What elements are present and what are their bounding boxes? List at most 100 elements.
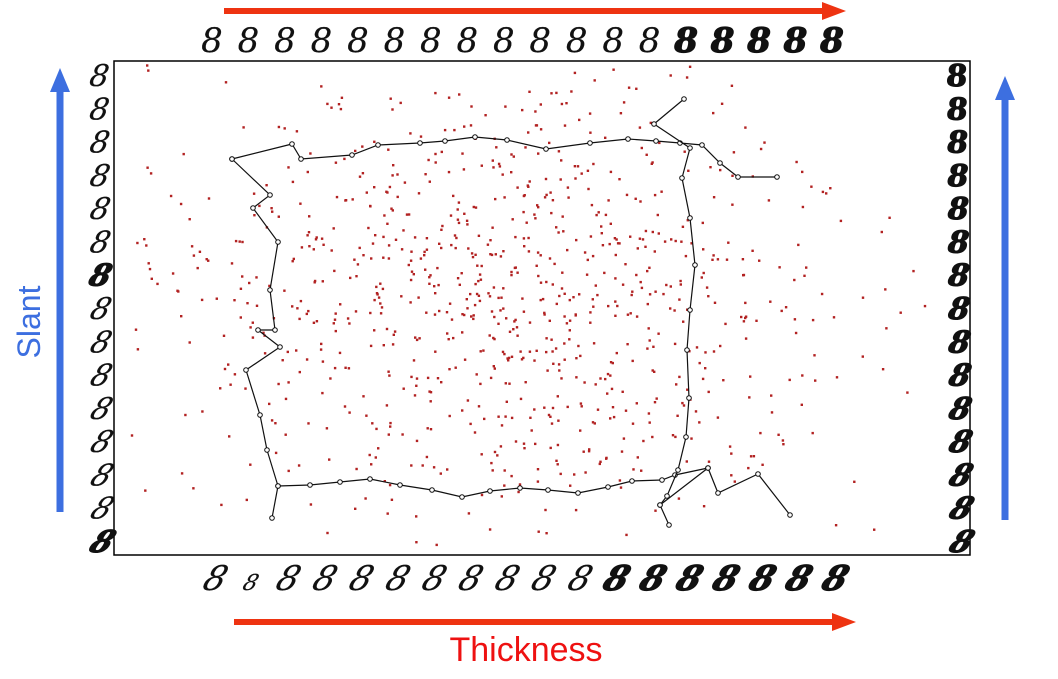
right-digit: 8 <box>944 59 970 94</box>
scatter-point <box>426 376 430 380</box>
scatter-point <box>839 219 843 223</box>
scatter-point <box>500 495 503 498</box>
scatter-point <box>223 367 227 371</box>
scatter-point <box>884 288 887 291</box>
scatter-point <box>719 168 722 172</box>
scatter-point <box>375 292 379 295</box>
scatter-point <box>466 399 470 402</box>
scatter-point <box>626 313 630 316</box>
scatter-point <box>609 374 612 377</box>
scatter-point <box>516 334 519 337</box>
scatter-point <box>616 242 620 245</box>
scatter-point <box>582 450 585 453</box>
scatter-point <box>568 338 571 341</box>
scatter-point <box>518 483 522 486</box>
scatter-point <box>499 309 502 312</box>
scatter-point <box>478 299 482 303</box>
scatter-point <box>567 196 570 199</box>
scatter-point <box>682 320 685 323</box>
scatter-point <box>835 376 839 379</box>
scatter-point <box>414 336 417 339</box>
scatter-point <box>728 445 732 448</box>
scatter-point <box>465 219 469 222</box>
scatter-point <box>251 321 254 324</box>
scatter-point <box>543 313 546 316</box>
scatter-point <box>277 382 280 386</box>
scatter-point <box>348 411 351 414</box>
scatter-point <box>906 391 909 394</box>
scatter-point <box>655 397 658 400</box>
scatter-point <box>298 317 301 321</box>
scatter-point <box>440 150 443 154</box>
scatter-point <box>583 381 586 384</box>
scatter-point <box>230 262 234 265</box>
scatter-point <box>551 199 555 202</box>
scatter-point <box>467 512 471 515</box>
right-digit: 8 <box>946 126 969 161</box>
scatter-point <box>245 498 248 502</box>
scatter-point <box>646 269 649 273</box>
scatter-point <box>510 474 513 478</box>
scatter-point <box>744 301 747 305</box>
scatter-point <box>433 285 436 288</box>
scatter-point <box>233 373 237 376</box>
scatter-point <box>295 349 298 352</box>
scatter-point <box>620 450 624 453</box>
scatter-point <box>143 238 146 241</box>
scatter-point <box>763 141 766 144</box>
scatter-point <box>605 457 608 460</box>
scatter-point <box>373 140 376 143</box>
scatter-point <box>369 344 373 348</box>
scatter-point <box>374 234 377 237</box>
scatter-point <box>494 197 497 201</box>
grid-node <box>397 482 403 488</box>
scatter-point <box>263 352 267 355</box>
scatter-point <box>497 322 500 325</box>
top-digit: 8 <box>384 21 406 61</box>
scatter-point <box>335 195 339 199</box>
scatter-point <box>625 193 629 197</box>
scatter-point <box>550 338 553 341</box>
scatter-point <box>653 193 657 197</box>
scatter-point <box>586 258 589 262</box>
scatter-point <box>561 271 564 274</box>
scatter-point <box>603 271 606 275</box>
scatter-point <box>428 180 431 183</box>
scatter-point <box>387 244 391 247</box>
scatter-point <box>434 292 437 295</box>
scatter-point <box>382 235 385 239</box>
scatter-point <box>607 199 610 202</box>
scatter-point <box>626 343 629 346</box>
scatter-point <box>320 237 324 240</box>
scatter-point <box>557 231 560 234</box>
scatter-point <box>409 259 413 262</box>
scatter-point <box>498 165 502 168</box>
scatter-point <box>421 464 424 467</box>
scatter-point <box>681 225 685 228</box>
scatter-point <box>441 224 444 228</box>
scatter-point <box>314 238 318 241</box>
scatter-point <box>315 320 319 323</box>
scatter-point <box>514 266 517 269</box>
scatter-point <box>647 412 651 415</box>
scatter-point <box>759 147 763 151</box>
scatter-point <box>308 215 311 218</box>
scatter-point <box>507 356 511 360</box>
scatter-point <box>433 313 437 316</box>
grid-curve-segment <box>231 136 777 178</box>
scatter-point <box>615 351 618 355</box>
scatter-point <box>522 237 526 240</box>
scatter-point <box>550 211 553 215</box>
scatter-point <box>463 313 466 317</box>
scatter-point <box>923 304 927 308</box>
scatter-point <box>440 381 443 384</box>
scatter-point <box>488 295 492 298</box>
scatter-point <box>517 490 520 494</box>
scatter-point <box>333 269 336 273</box>
scatter-point <box>291 180 295 184</box>
scatter-point <box>574 508 578 512</box>
scatter-point <box>606 372 610 376</box>
scatter-point <box>712 350 716 353</box>
scatter-point <box>593 79 596 82</box>
scatter-point <box>544 177 548 181</box>
